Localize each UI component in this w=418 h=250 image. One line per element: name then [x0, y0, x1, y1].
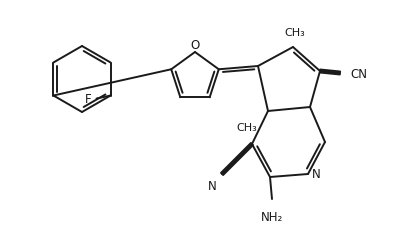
Text: N: N: [208, 180, 217, 193]
Text: N: N: [312, 168, 321, 181]
Text: F: F: [85, 93, 92, 106]
Text: O: O: [190, 39, 200, 52]
Text: CH₃: CH₃: [237, 122, 257, 132]
Text: CN: CN: [350, 67, 367, 80]
Text: NH₂: NH₂: [261, 210, 283, 223]
Text: CH₃: CH₃: [285, 28, 306, 38]
